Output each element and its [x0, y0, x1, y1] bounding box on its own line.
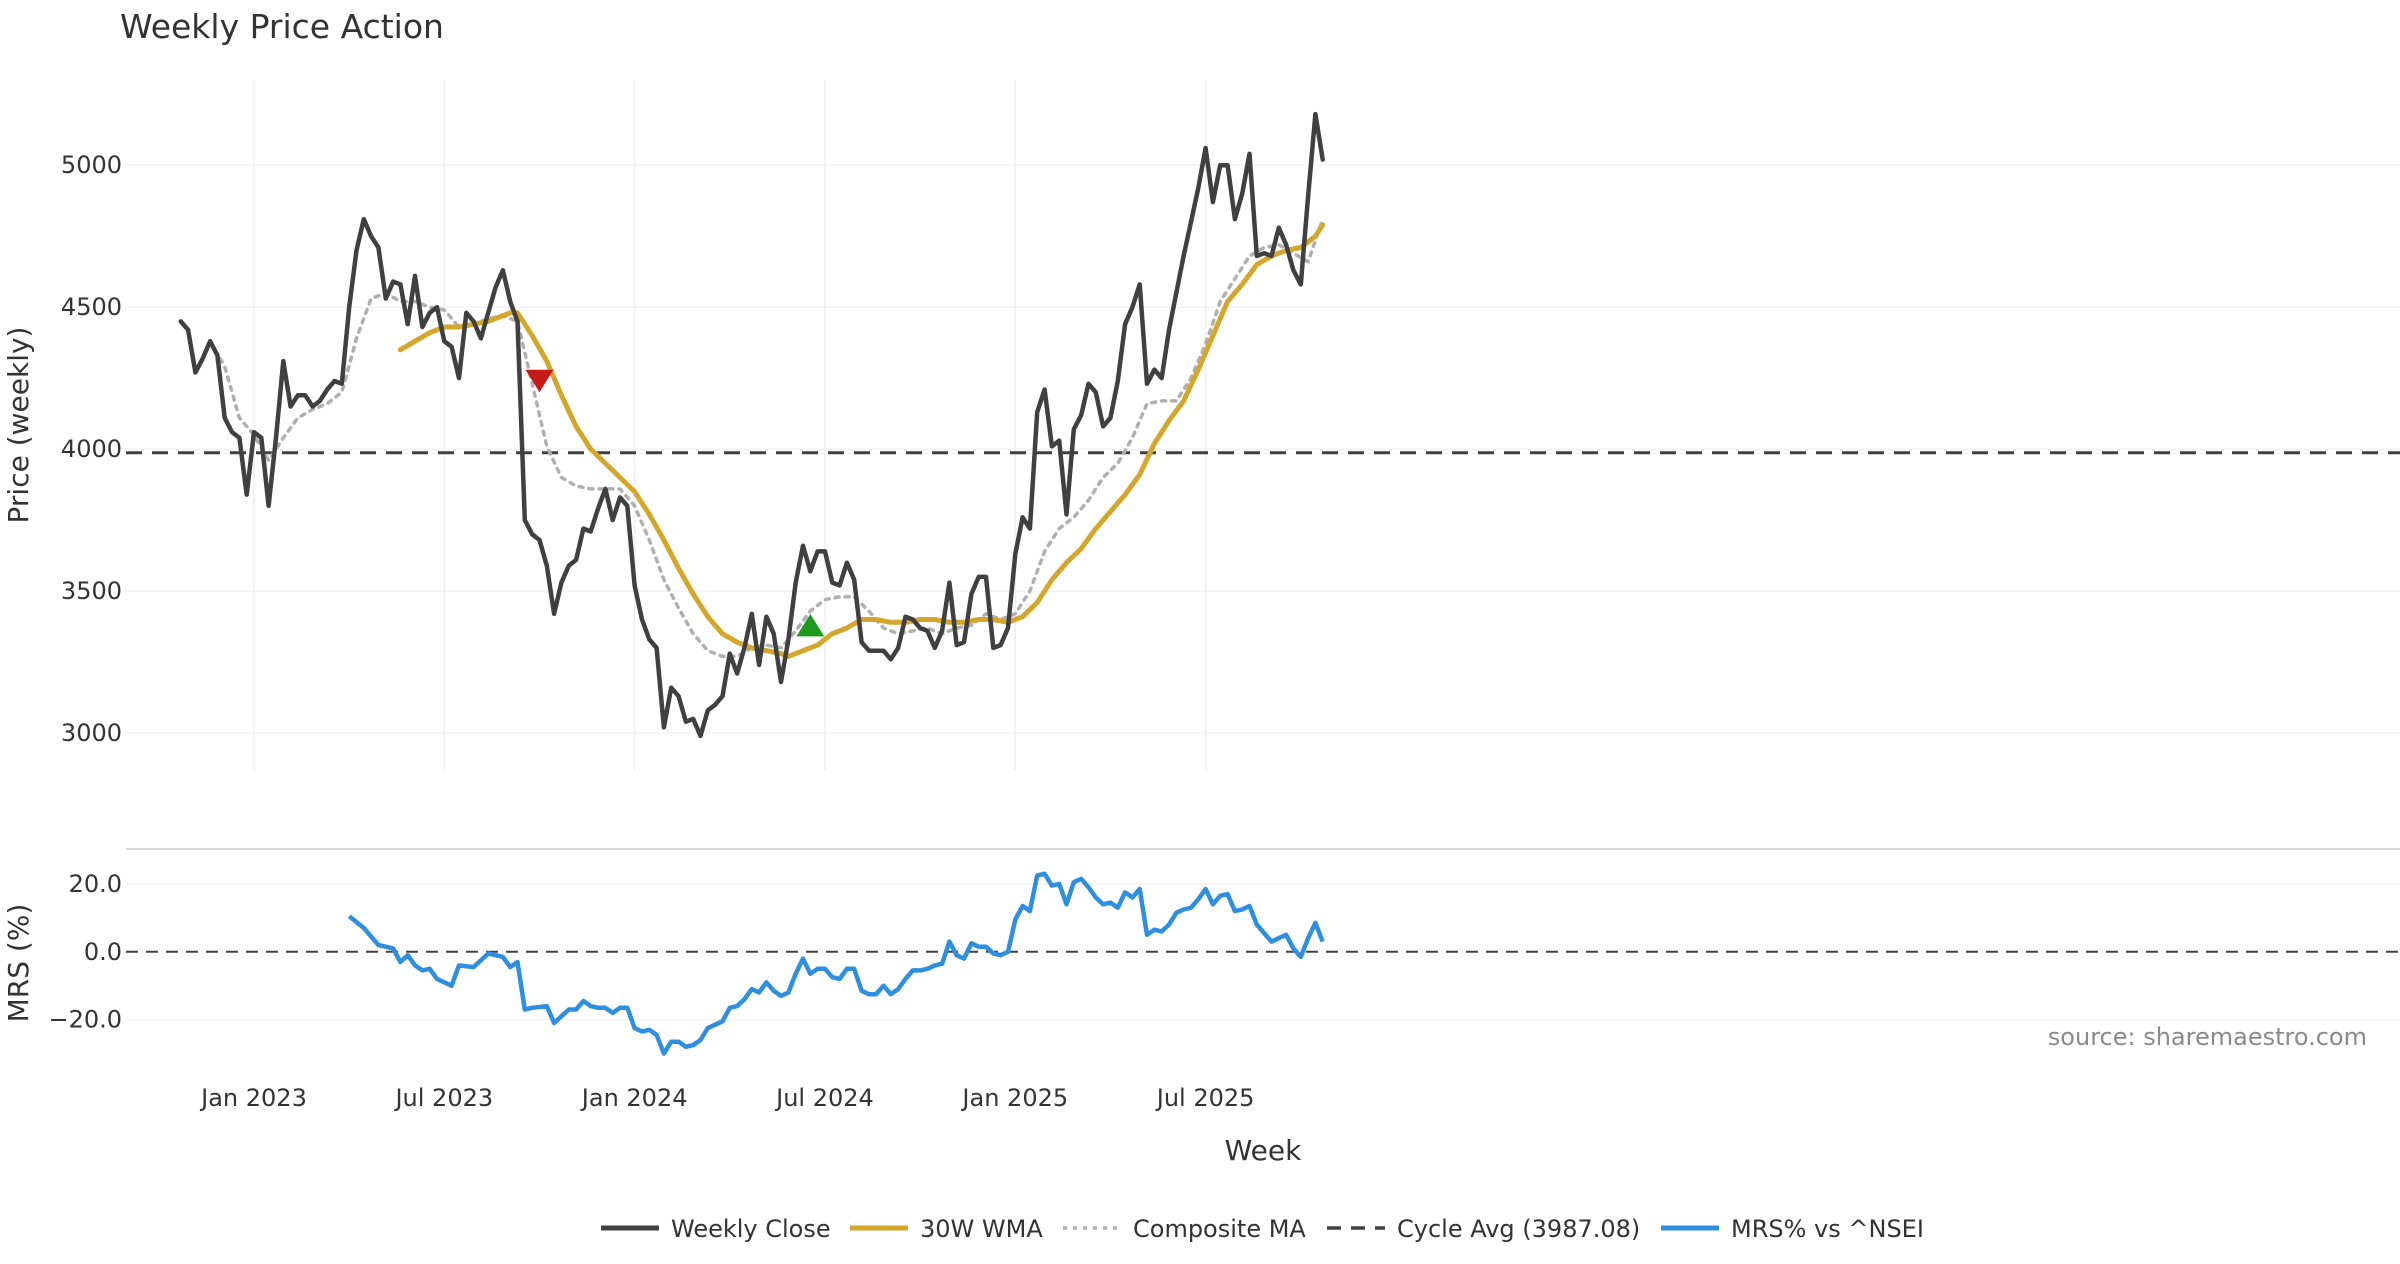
price-y-tick-label: 3500: [61, 577, 122, 605]
grid: [126, 80, 2400, 1021]
price-y-tick-label: 4500: [61, 293, 122, 321]
price-y-tick-label: 5000: [61, 151, 122, 179]
legend-label: Composite MA: [1133, 1215, 1306, 1243]
series-weekly-close: [178, 111, 1325, 739]
x-tick-label: Jan 2024: [580, 1084, 688, 1112]
x-tick-label: Jul 2023: [393, 1084, 493, 1112]
series-composite-ma: [208, 217, 1325, 659]
price-y-tick-label: 3000: [61, 719, 122, 747]
sell-signal-marker: [525, 369, 554, 393]
mrs-y-tick-label: 0.0: [84, 938, 122, 966]
price-axis-label: Price (weekly): [2, 327, 35, 524]
axes: Jan 2023 Jul 2023 Jan 2024 Jul 2024 Jan 2025…: [48, 151, 1254, 1112]
mrs-y-tick-label: 20.0: [69, 870, 122, 898]
price-y-tick-label: 4000: [61, 435, 122, 463]
mrs-y-tick-label: −20.0: [48, 1006, 122, 1034]
x-tick-label: Jul 2024: [774, 1084, 874, 1112]
x-tick-label: Jan 2025: [960, 1084, 1068, 1112]
legend-label: 30W WMA: [920, 1215, 1043, 1243]
mrs-axis-label: MRS (%): [2, 904, 35, 1023]
x-tick-label: Jul 2025: [1155, 1084, 1255, 1112]
legend: Weekly Close 30W WMA Composite MA Cycle Avg…: [601, 1215, 1924, 1243]
legend-label: MRS% vs ^NSEI: [1731, 1215, 1924, 1243]
legend-label: Weekly Close: [671, 1215, 831, 1243]
series-mrs: [347, 871, 1325, 1056]
legend-label: Cycle Avg (3987.08): [1397, 1215, 1640, 1243]
x-tick-label: Jan 2023: [199, 1084, 307, 1112]
chart-title: Weekly Price Action: [120, 7, 444, 46]
series-30w-wma: [397, 222, 1326, 659]
source-note: source: sharemaestro.com: [2048, 1023, 2367, 1051]
reference-lines: [126, 451, 2400, 953]
signal-markers: [525, 369, 825, 637]
x-axis-label: Week: [1225, 1134, 1302, 1167]
series: [178, 111, 1326, 1056]
buy-signal-marker: [796, 613, 825, 637]
